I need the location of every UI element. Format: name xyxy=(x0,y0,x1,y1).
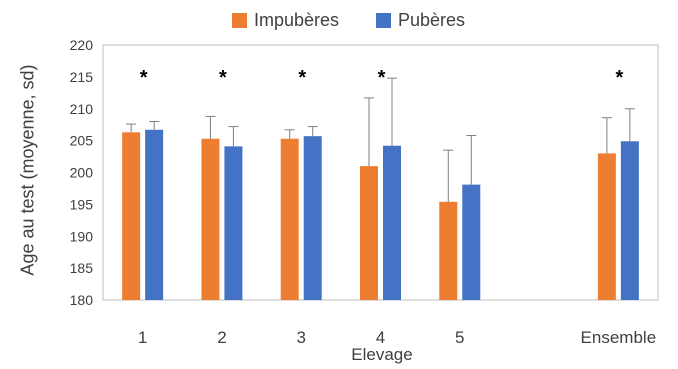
x-tick-label: 4 xyxy=(376,328,385,347)
bar-puberes xyxy=(224,146,243,300)
bar-puberes xyxy=(462,184,481,300)
bar-impuberes xyxy=(122,132,141,300)
y-tick-label: 185 xyxy=(70,260,94,276)
bar-puberes xyxy=(383,145,401,300)
significance-star: * xyxy=(615,67,623,89)
y-tick-label: 190 xyxy=(70,228,94,244)
legend-label-impuberes: Impubères xyxy=(254,10,340,30)
legend-label-puberes: Pubères xyxy=(398,10,466,30)
y-tick-label: 215 xyxy=(70,69,94,85)
legend-item-ouberes: Pubères xyxy=(376,10,465,31)
legend-swatch-puberes xyxy=(376,13,391,28)
legend: Impubères Pubères xyxy=(0,4,678,34)
x-tick-label: 1 xyxy=(138,328,147,347)
legend-item-impuberes: Impubères xyxy=(232,10,339,31)
bar-impuberes xyxy=(597,153,616,300)
x-tick-label: 2 xyxy=(217,328,226,347)
bar-impuberes xyxy=(280,138,299,300)
x-axis-title-wrap: Elevage xyxy=(0,345,678,365)
y-tick-label: 195 xyxy=(70,196,94,212)
bar-impuberes xyxy=(360,166,378,300)
plot-frame xyxy=(102,44,659,301)
y-tick-label: 210 xyxy=(70,101,94,117)
significance-star: * xyxy=(219,67,227,89)
bar-puberes xyxy=(620,141,639,300)
y-tick-label: 205 xyxy=(70,133,94,149)
bar-impuberes xyxy=(439,201,458,300)
significance-star: * xyxy=(140,67,148,89)
y-tick-label: 180 xyxy=(70,292,94,308)
x-tick-label: Ensemble xyxy=(581,328,657,347)
significance-star: * xyxy=(298,67,306,89)
significance-star: * xyxy=(378,67,386,89)
y-tick-label: 220 xyxy=(70,37,94,53)
bar-impuberes xyxy=(201,138,220,300)
x-tick-label: 3 xyxy=(296,328,305,347)
y-tick-label: 200 xyxy=(70,165,94,181)
bar-puberes xyxy=(303,136,322,300)
x-tick-label: 5 xyxy=(455,328,464,347)
legend-swatch-impuberes xyxy=(232,13,247,28)
x-axis-title: Elevage xyxy=(351,345,413,364)
bar-puberes xyxy=(145,129,164,300)
